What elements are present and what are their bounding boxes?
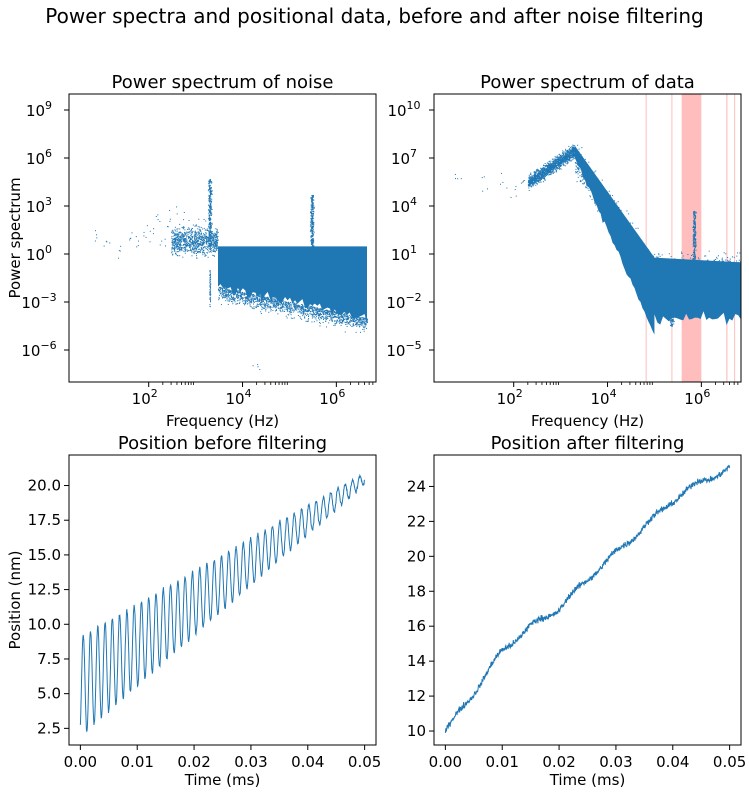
x-axis-label: Time (ms) [184, 771, 261, 789]
y-tick-label: 107 [391, 147, 417, 168]
axes-frame [68, 454, 377, 746]
chart-title: Position before filtering [118, 433, 327, 454]
y-tick-label: 101 [391, 243, 417, 264]
chart-noise-spectrum: 102 104 106 10−6 10−3 100 103 106 109 Power spect… [6, 72, 377, 430]
y-tick-label: 5.0 [37, 685, 61, 703]
y-tick-label: 1010 [387, 99, 420, 120]
filter-band [734, 94, 736, 382]
plot-area [454, 94, 741, 382]
series-line [79, 473, 366, 733]
y-tick-label: 17.5 [28, 511, 61, 529]
y-tick-label: 7.5 [37, 650, 61, 668]
x-tick-label: 0.04 [291, 753, 324, 771]
x-tick-label: 0.03 [234, 753, 267, 771]
y-tick-label: 10 [407, 722, 426, 740]
y-tick-label: 109 [26, 99, 52, 120]
x-tick-label: 0.03 [599, 753, 632, 771]
x-tick-label: 0.05 [348, 753, 381, 771]
y-tick-label: 14 [407, 652, 426, 670]
filter-band [645, 94, 647, 382]
filter-band [671, 94, 673, 382]
x-tick-label: 0.05 [713, 753, 746, 771]
data-points [94, 179, 368, 371]
chart-position-before: 0.00 0.01 0.02 0.03 0.04 0.05 2.5 5.0 7.5 10.0 12.… [6, 433, 381, 789]
filter-band [726, 94, 728, 382]
chart-title: Position after filtering [491, 433, 685, 454]
y-tick-label: 24 [407, 477, 426, 495]
x-tick-label: 0.01 [121, 753, 154, 771]
x-tick-label: 106 [319, 387, 345, 408]
x-tick-label: 0.00 [64, 753, 97, 771]
y-tick-label: 10−2 [386, 291, 421, 312]
y-tick-label: 18 [407, 582, 426, 600]
axis-ticks: 102 104 106 10−5 10−2 101 104 107 1010 [386, 99, 739, 408]
x-tick-label: 104 [225, 387, 251, 408]
y-tick-label: 20.0 [28, 477, 61, 495]
x-tick-label: 0.01 [486, 753, 519, 771]
y-tick-label: 2.5 [37, 719, 61, 737]
axes-frame [68, 93, 377, 383]
axes-frame [433, 454, 742, 746]
y-tick-label: 10−6 [21, 339, 56, 360]
chart-title: Power spectrum of noise [112, 72, 334, 93]
series-line [444, 464, 731, 733]
axis-ticks: 0.00 0.01 0.02 0.03 0.04 0.05 2.5 5.0 7.5 10.0 12.… [28, 477, 382, 771]
x-axis-label: Frequency (Hz) [166, 412, 279, 430]
x-axis-label: Time (ms) [549, 771, 626, 789]
y-tick-label: 10−3 [21, 291, 56, 312]
y-tick-label: 106 [26, 147, 52, 168]
axes-frame [433, 93, 742, 383]
chart-title: Power spectrum of data [480, 72, 695, 93]
y-tick-label: 103 [26, 195, 52, 216]
x-tick-label: 0.02 [542, 753, 575, 771]
y-tick-label: 16 [407, 617, 426, 635]
x-tick-label: 102 [132, 387, 158, 408]
y-tick-label: 12.5 [28, 581, 61, 599]
y-tick-label: 22 [407, 512, 426, 530]
chart-position-after: 0.00 0.01 0.02 0.03 0.04 0.05 10 12 14 16 18 20 22 24… [407, 433, 746, 789]
y-tick-label: 15.0 [28, 546, 61, 564]
x-tick-label: 102 [497, 387, 523, 408]
filter-band [681, 94, 702, 382]
figure-title: Power spectra and positional data, befor… [45, 4, 704, 28]
x-tick-label: 0.04 [656, 753, 689, 771]
y-tick-label: 100 [26, 243, 52, 264]
x-tick-label: 0.00 [429, 753, 462, 771]
plot-area [94, 179, 368, 371]
y-axis-label: Position (nm) [6, 551, 24, 650]
x-tick-label: 106 [684, 387, 710, 408]
x-tick-label: 0.02 [177, 753, 210, 771]
y-tick-label: 104 [391, 195, 417, 216]
chart-data-spectrum: 102 104 106 10−5 10−2 101 104 107 1010 Power spec… [386, 72, 742, 430]
noise-floor [217, 246, 367, 323]
y-tick-label: 12 [407, 687, 426, 705]
axis-ticks: 0.00 0.01 0.02 0.03 0.04 0.05 10 12 14 16 18 20 22 24 [407, 477, 746, 771]
x-tick-label: 104 [590, 387, 616, 408]
y-axis-label: Power spectrum [6, 177, 24, 298]
axis-ticks: 102 104 106 10−6 10−3 100 103 106 109 [21, 99, 374, 408]
y-tick-label: 10−5 [386, 339, 421, 360]
y-tick-label: 20 [407, 547, 426, 565]
data-spectrum-band [574, 145, 741, 335]
y-tick-label: 10.0 [28, 615, 61, 633]
x-axis-label: Frequency (Hz) [531, 412, 644, 430]
